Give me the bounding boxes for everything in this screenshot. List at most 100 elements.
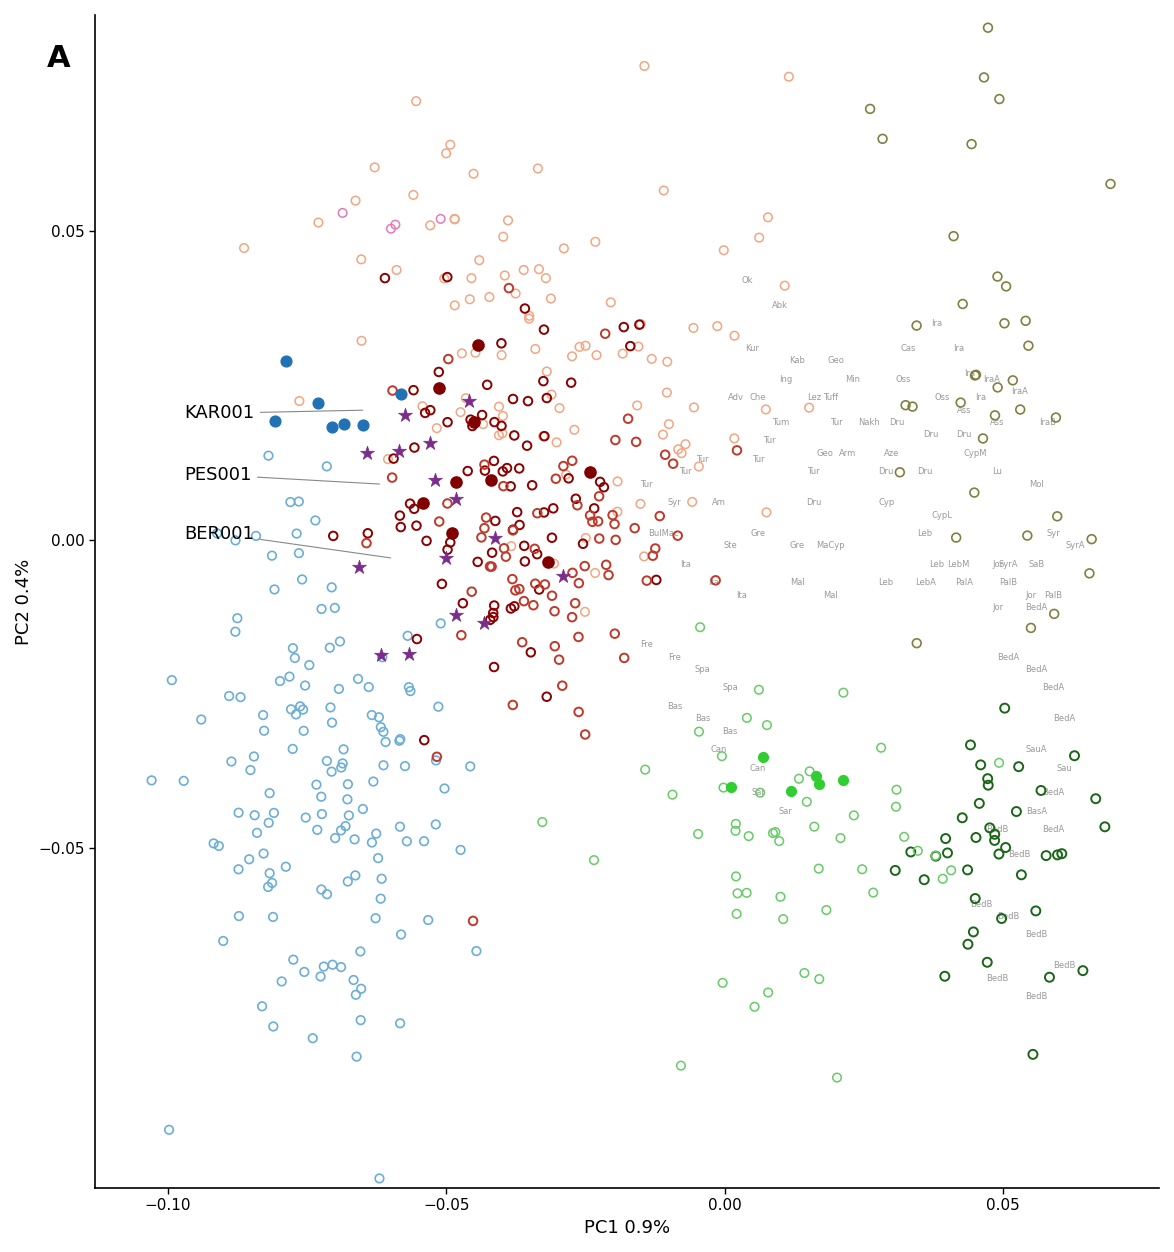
Point [801, 761, 819, 781]
Point [505, 596, 524, 616]
Text: Mal: Mal [823, 591, 838, 600]
Point [352, 331, 371, 351]
Point [758, 983, 777, 1003]
Point [657, 352, 676, 372]
Point [707, 571, 726, 591]
Point [632, 314, 650, 334]
Point [398, 626, 417, 646]
Point [447, 490, 466, 510]
Point [605, 515, 623, 535]
Point [265, 411, 284, 431]
Point [363, 833, 382, 853]
Point [909, 841, 927, 861]
Point [944, 227, 963, 247]
Point [963, 134, 981, 154]
Point [757, 715, 776, 735]
Point [660, 414, 679, 434]
Point [407, 516, 426, 536]
Point [431, 613, 450, 634]
Point [571, 337, 589, 357]
Point [505, 426, 524, 446]
Point [214, 931, 232, 952]
Point [281, 492, 299, 512]
Point [896, 396, 915, 416]
Point [490, 426, 508, 446]
Point [630, 314, 649, 334]
Point [446, 472, 465, 492]
Point [608, 472, 627, 492]
Point [416, 403, 434, 423]
Point [384, 448, 403, 468]
Point [351, 1010, 370, 1030]
Point [890, 462, 909, 482]
Point [483, 557, 501, 577]
Text: BedA: BedA [1043, 789, 1065, 798]
Point [229, 859, 248, 879]
Point [627, 432, 646, 452]
Point [724, 428, 743, 448]
Text: BedB: BedB [970, 899, 992, 909]
Point [247, 526, 265, 546]
Point [498, 458, 517, 478]
Point [758, 208, 777, 228]
Point [828, 1068, 846, 1088]
Point [636, 760, 655, 780]
Point [494, 476, 513, 496]
Point [331, 820, 350, 840]
Point [420, 433, 439, 453]
Point [888, 780, 906, 800]
Point [807, 766, 825, 786]
Point [426, 814, 445, 834]
Text: Tur: Tur [808, 467, 821, 476]
Text: Tur: Tur [751, 454, 764, 464]
Point [333, 203, 352, 223]
Point [831, 828, 850, 848]
Text: Can: Can [711, 745, 728, 754]
Point [311, 967, 330, 987]
Point [208, 523, 227, 543]
Text: Jor: Jor [1025, 591, 1037, 600]
Point [533, 813, 552, 833]
Point [441, 532, 460, 552]
Point [986, 406, 1005, 426]
Text: Ste: Ste [723, 541, 737, 551]
Point [480, 556, 499, 576]
Point [447, 605, 466, 625]
Text: BER001: BER001 [184, 525, 391, 558]
Point [628, 396, 647, 416]
Point [672, 1055, 690, 1075]
Point [805, 816, 824, 836]
Point [765, 823, 784, 843]
Point [463, 582, 481, 602]
Point [535, 426, 554, 446]
Point [926, 846, 945, 866]
Point [506, 581, 525, 601]
Point [1004, 371, 1023, 391]
Point [574, 533, 593, 553]
Point [441, 135, 460, 155]
Text: BedB: BedB [998, 911, 1020, 921]
Text: Tur: Tur [830, 418, 843, 427]
Text: Kur: Kur [745, 344, 760, 353]
Point [902, 841, 920, 861]
Point [430, 378, 448, 398]
Point [468, 552, 487, 572]
Point [603, 505, 622, 525]
Point [323, 577, 342, 597]
Point [989, 377, 1007, 397]
Point [508, 502, 527, 522]
Point [958, 934, 977, 954]
Point [396, 406, 414, 426]
Point [481, 610, 500, 630]
Point [990, 844, 1008, 864]
Text: IraB: IraB [1039, 418, 1057, 427]
Point [504, 389, 522, 409]
Point [810, 969, 829, 989]
Point [255, 721, 274, 741]
Point [294, 700, 312, 720]
Point [621, 336, 640, 356]
Point [669, 439, 688, 459]
Point [727, 821, 745, 841]
Text: PalB: PalB [1044, 591, 1062, 600]
Point [1011, 399, 1030, 419]
